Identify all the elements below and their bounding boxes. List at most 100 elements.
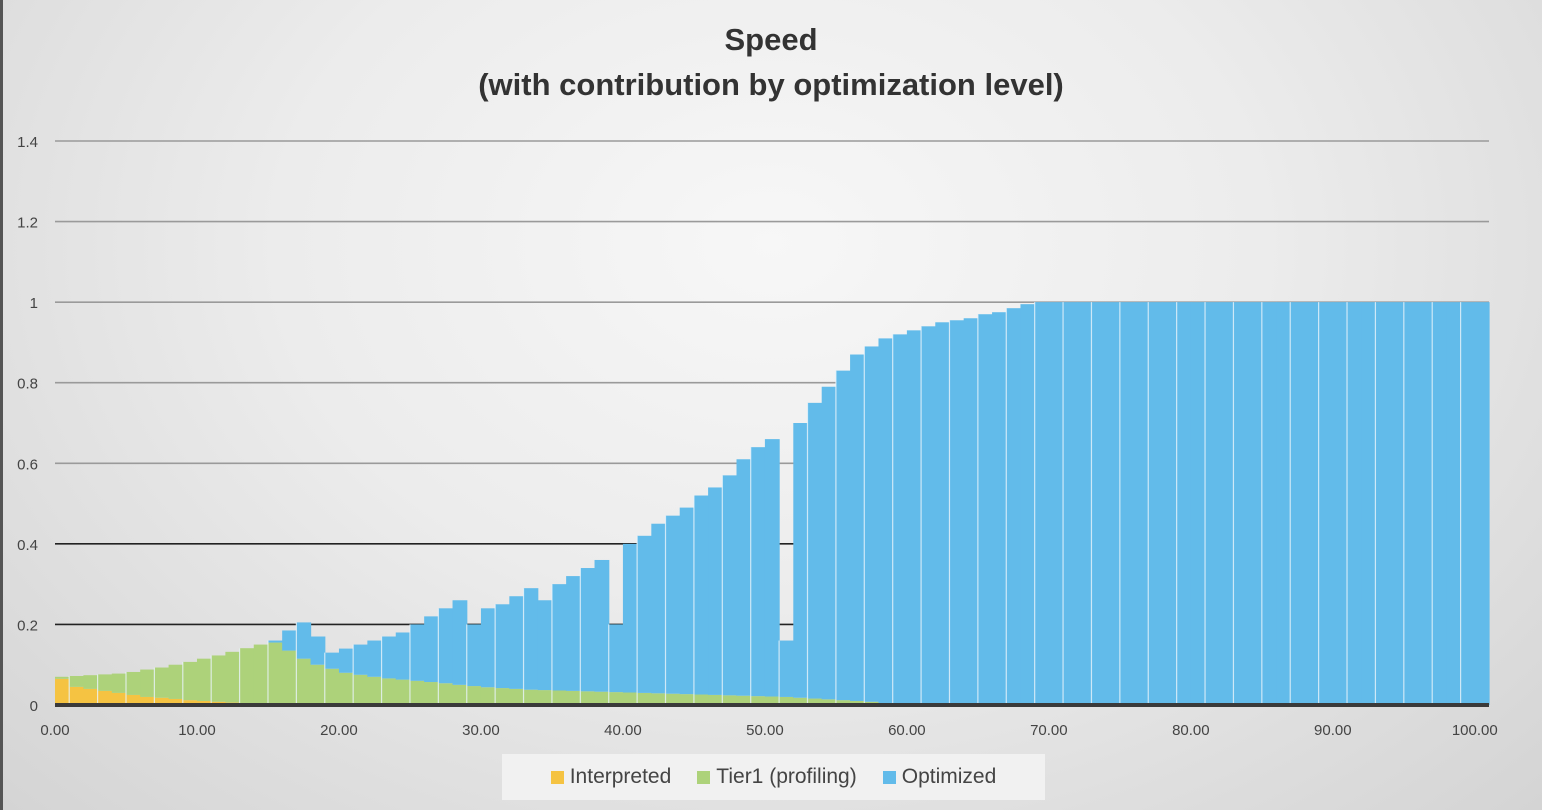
bar-tier1-profiling xyxy=(55,676,70,679)
bar-optimized xyxy=(892,334,908,704)
bar-tier1-profiling xyxy=(693,694,709,705)
bar-tier1-profiling xyxy=(182,661,198,701)
legend-item-tier1: Tier1 (profiling) xyxy=(697,765,857,789)
bar-optimized xyxy=(480,608,496,688)
bar-interpreted xyxy=(125,694,141,705)
bar-tier1-profiling xyxy=(708,694,723,705)
bar-tier1-profiling xyxy=(736,695,752,705)
y-tick-label: 0.8 xyxy=(17,376,38,393)
bar-optimized xyxy=(935,322,951,705)
bar-optimized xyxy=(1446,302,1462,705)
bar-optimized xyxy=(296,622,312,659)
bar-tier1-profiling xyxy=(111,673,127,693)
legend-label: Interpreted xyxy=(569,765,672,788)
window-edge xyxy=(0,0,3,810)
bar-tier1-profiling xyxy=(651,693,667,705)
y-tick-label: 0.6 xyxy=(17,456,38,473)
bar-tier1-profiling xyxy=(438,683,454,705)
bar-optimized xyxy=(1432,302,1448,705)
bar-tier1-profiling xyxy=(821,699,837,705)
bar-optimized xyxy=(495,604,510,689)
bar-optimized xyxy=(1034,302,1050,705)
chart-title: Speed xyxy=(724,22,818,57)
bar-optimized xyxy=(509,596,525,689)
bar-tier1-profiling xyxy=(850,700,865,705)
bar-optimized xyxy=(977,314,993,705)
bar-interpreted xyxy=(168,698,184,705)
bar-tier1-profiling xyxy=(466,686,482,705)
bar-interpreted xyxy=(140,696,155,705)
bar-tier1-profiling xyxy=(367,676,383,705)
x-tick-label: 20.00 xyxy=(320,722,358,739)
bar-tier1-profiling xyxy=(324,668,340,704)
bar-optimized xyxy=(1290,302,1306,705)
bar-tier1-profiling xyxy=(637,692,652,705)
bar-tier1-profiling xyxy=(239,648,255,703)
bar-optimized xyxy=(750,447,766,697)
bar-optimized xyxy=(708,487,723,695)
legend-item-interpreted: Interpreted xyxy=(550,765,672,789)
bar-optimized xyxy=(779,640,794,697)
bar-optimized xyxy=(1389,302,1405,705)
bar-tier1-profiling xyxy=(97,674,113,691)
bar-tier1-profiling xyxy=(509,688,525,705)
bar-optimized xyxy=(807,402,823,699)
bar-tier1-profiling xyxy=(523,689,539,705)
bar-optimized xyxy=(622,543,638,693)
x-tick-label: 40.00 xyxy=(604,722,642,739)
bar-optimized xyxy=(1119,302,1135,705)
bar-optimized xyxy=(580,568,596,692)
bar-optimized xyxy=(679,507,695,695)
bar-tier1-profiling xyxy=(594,691,610,705)
bar-optimized xyxy=(963,318,979,705)
bar-interpreted xyxy=(69,686,84,705)
x-tick-label: 60.00 xyxy=(888,722,926,739)
bar-optimized xyxy=(793,423,809,698)
bar-tier1-profiling xyxy=(253,644,269,704)
bar-optimized xyxy=(1304,302,1320,705)
bar-interpreted xyxy=(196,700,212,705)
bar-optimized xyxy=(1091,302,1107,705)
bar-tier1-profiling xyxy=(722,695,738,705)
bar-tier1-profiling xyxy=(551,690,567,705)
bar-optimized xyxy=(409,624,425,681)
bar-tier1-profiling xyxy=(793,697,809,705)
bar-optimized xyxy=(452,600,468,685)
bar-optimized xyxy=(338,648,354,673)
bar-interpreted xyxy=(97,690,113,705)
x-tick-label: 70.00 xyxy=(1030,722,1068,739)
bar-optimized xyxy=(1403,302,1419,705)
bar-tier1-profiling xyxy=(196,658,212,701)
bar-tier1-profiling xyxy=(225,651,241,703)
bar-optimized xyxy=(878,338,894,703)
bar-tier1-profiling xyxy=(580,691,596,705)
bar-tier1-profiling xyxy=(125,671,141,695)
y-tick-label: 0 xyxy=(30,698,38,715)
bar-interpreted xyxy=(83,688,99,705)
bar-optimized xyxy=(395,632,411,680)
bar-optimized xyxy=(1020,304,1036,705)
legend-item-optimized: Optimized xyxy=(882,765,996,789)
bar-tier1-profiling xyxy=(168,664,184,699)
bar-optimized xyxy=(821,386,837,700)
bar-optimized xyxy=(722,475,738,696)
bar-optimized xyxy=(1347,302,1362,705)
bar-optimized xyxy=(992,312,1007,705)
bar-optimized xyxy=(438,608,454,684)
legend-label: Tier1 (profiling) xyxy=(716,765,857,788)
bar-interpreted xyxy=(111,692,127,705)
bar-optimized xyxy=(282,630,297,651)
bar-tier1-profiling xyxy=(750,696,766,705)
bar-optimized xyxy=(1332,302,1348,705)
bar-optimized xyxy=(764,439,780,697)
bar-optimized xyxy=(1134,302,1149,705)
y-tick-label: 0.4 xyxy=(17,537,38,554)
bar-tier1-profiling xyxy=(424,682,439,705)
bar-optimized xyxy=(551,584,567,691)
bar-optimized xyxy=(1048,302,1064,705)
legend-swatch-tier1 xyxy=(697,770,711,784)
x-tick-label: 0.00 xyxy=(40,722,69,739)
bar-optimized xyxy=(1261,302,1277,705)
bar-tier1-profiling xyxy=(665,693,681,705)
bar-optimized xyxy=(835,370,851,701)
